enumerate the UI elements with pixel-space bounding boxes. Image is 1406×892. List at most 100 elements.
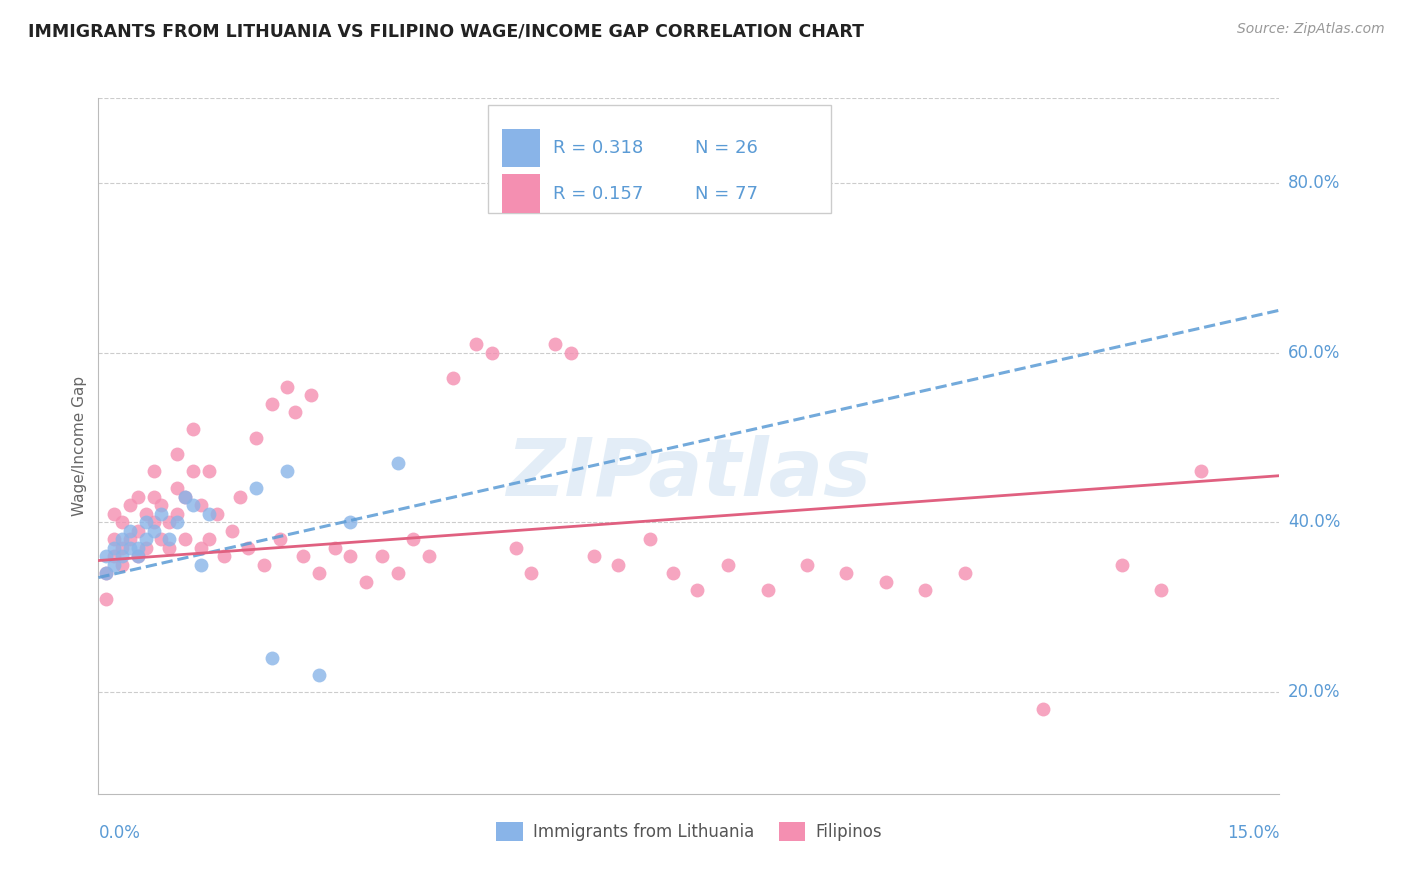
- Point: [205, 507, 228, 521]
- Point: [953, 566, 976, 581]
- Point: [662, 566, 685, 581]
- Point: [135, 541, 157, 555]
- Point: [221, 524, 243, 538]
- Point: [245, 482, 267, 496]
- Point: [135, 516, 157, 530]
- Text: 20.0%: 20.0%: [1288, 683, 1340, 701]
- Point: [505, 541, 527, 555]
- Point: [166, 448, 188, 462]
- Point: [583, 549, 606, 564]
- Point: [127, 541, 149, 555]
- Point: [638, 533, 661, 547]
- Point: [269, 533, 291, 547]
- Point: [686, 583, 709, 598]
- Point: [111, 558, 134, 572]
- Legend: Immigrants from Lithuania, Filipinos: Immigrants from Lithuania, Filipinos: [489, 815, 889, 848]
- Point: [118, 533, 141, 547]
- Point: [308, 566, 330, 581]
- Point: [197, 507, 219, 521]
- Point: [96, 566, 118, 581]
- Bar: [502, 129, 540, 168]
- Text: R = 0.318: R = 0.318: [553, 139, 644, 157]
- Point: [560, 345, 582, 359]
- Point: [260, 396, 283, 410]
- Point: [1189, 465, 1212, 479]
- Text: N = 77: N = 77: [695, 185, 758, 202]
- Point: [96, 549, 118, 564]
- Text: 0.0%: 0.0%: [98, 824, 141, 842]
- Point: [1111, 558, 1133, 572]
- Point: [174, 490, 197, 504]
- Point: [197, 533, 219, 547]
- Point: [96, 566, 118, 581]
- Point: [142, 465, 165, 479]
- Text: N = 26: N = 26: [695, 139, 758, 157]
- Point: [166, 516, 188, 530]
- Point: [103, 549, 125, 564]
- Point: [157, 541, 180, 555]
- Point: [284, 405, 307, 419]
- Point: [174, 533, 197, 547]
- Point: [339, 549, 361, 564]
- Point: [150, 533, 173, 547]
- Point: [520, 566, 543, 581]
- Text: 15.0%: 15.0%: [1227, 824, 1279, 842]
- Point: [607, 558, 630, 572]
- Point: [103, 558, 125, 572]
- Point: [190, 541, 212, 555]
- Text: IMMIGRANTS FROM LITHUANIA VS FILIPINO WAGE/INCOME GAP CORRELATION CHART: IMMIGRANTS FROM LITHUANIA VS FILIPINO WA…: [28, 22, 865, 40]
- Point: [118, 524, 141, 538]
- Y-axis label: Wage/Income Gap: Wage/Income Gap: [72, 376, 87, 516]
- Point: [229, 490, 252, 504]
- Point: [260, 651, 283, 665]
- Point: [465, 337, 488, 351]
- Point: [111, 549, 134, 564]
- Text: R = 0.157: R = 0.157: [553, 185, 644, 202]
- Point: [118, 499, 141, 513]
- Point: [157, 516, 180, 530]
- Point: [127, 490, 149, 504]
- Point: [308, 668, 330, 682]
- FancyBboxPatch shape: [488, 105, 831, 213]
- Point: [135, 533, 157, 547]
- Point: [150, 507, 173, 521]
- Point: [914, 583, 936, 598]
- Point: [354, 574, 377, 589]
- Point: [441, 371, 464, 385]
- Point: [111, 541, 134, 555]
- Point: [402, 533, 425, 547]
- Point: [111, 516, 134, 530]
- Point: [197, 465, 219, 479]
- Point: [756, 583, 779, 598]
- Point: [253, 558, 276, 572]
- Point: [181, 422, 204, 436]
- Point: [245, 430, 267, 444]
- Bar: [502, 174, 540, 212]
- Point: [181, 499, 204, 513]
- Point: [142, 490, 165, 504]
- Point: [1150, 583, 1173, 598]
- Point: [103, 533, 125, 547]
- Point: [835, 566, 858, 581]
- Point: [276, 465, 298, 479]
- Point: [127, 549, 149, 564]
- Point: [150, 499, 173, 513]
- Point: [481, 345, 503, 359]
- Point: [339, 516, 361, 530]
- Point: [236, 541, 259, 555]
- Point: [717, 558, 740, 572]
- Point: [181, 465, 204, 479]
- Point: [276, 379, 298, 393]
- Point: [292, 549, 315, 564]
- Point: [387, 566, 409, 581]
- Point: [323, 541, 346, 555]
- Point: [418, 549, 440, 564]
- Text: ZIPatlas: ZIPatlas: [506, 434, 872, 513]
- Point: [166, 482, 188, 496]
- Point: [166, 507, 188, 521]
- Text: Source: ZipAtlas.com: Source: ZipAtlas.com: [1237, 22, 1385, 37]
- Point: [544, 337, 567, 351]
- Point: [1032, 702, 1054, 716]
- Point: [190, 558, 212, 572]
- Point: [103, 507, 125, 521]
